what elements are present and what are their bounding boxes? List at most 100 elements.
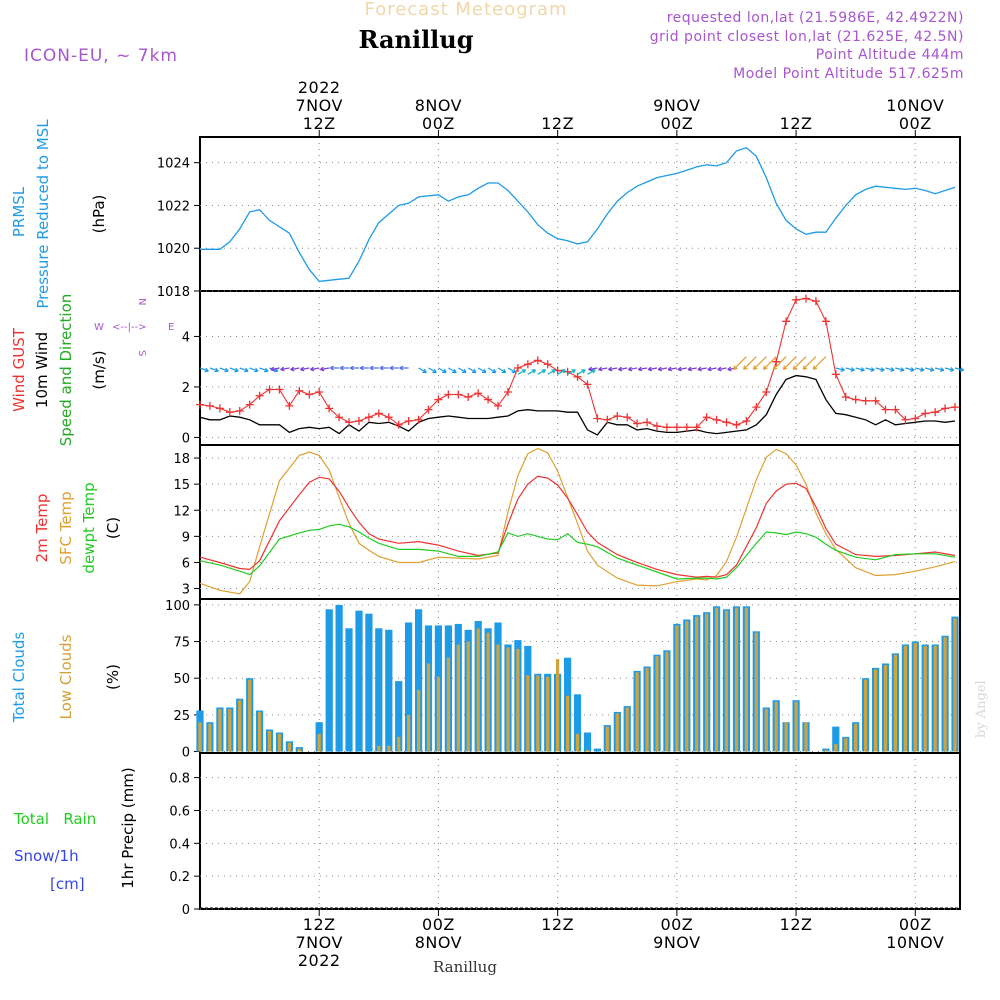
- wind-direction-arrow: [752, 356, 767, 370]
- low-cloud-bar: [486, 632, 490, 752]
- sfc-temp-line: [199, 447, 956, 595]
- low-cloud-bar: [536, 675, 540, 752]
- gust-marker: [255, 391, 264, 400]
- low-cloud-bar: [734, 607, 739, 752]
- low-cloud-bar: [516, 648, 520, 752]
- low-cloud-bar: [824, 750, 828, 752]
- wind-direction-arrow: [915, 367, 925, 372]
- wind-direction-arrow: [477, 367, 487, 374]
- pressure-ytick-1: 1020: [157, 242, 190, 257]
- gust-marker: [235, 406, 244, 415]
- gust-marker: [434, 395, 443, 404]
- wind-label-2: 10m Wind: [33, 332, 51, 408]
- wind-direction-arrow: [895, 367, 905, 372]
- pressure-label-3: (hPa): [90, 195, 108, 234]
- low-cloud-bar: [705, 613, 709, 752]
- low-cloud-bar: [228, 709, 232, 752]
- wind-ytick-0: 0: [182, 431, 190, 446]
- gust-marker: [702, 413, 711, 422]
- wind-direction-arrow: [507, 367, 517, 374]
- compass-n: N: [136, 298, 147, 305]
- gust-marker: [782, 317, 791, 326]
- wind-direction-arrow: [935, 367, 945, 372]
- gust-marker: [603, 415, 612, 424]
- gust-marker: [613, 411, 622, 420]
- gust-marker: [762, 387, 771, 396]
- wind-direction-arrow: [772, 356, 787, 370]
- low-cloud-bar: [248, 679, 252, 752]
- wind-direction-arrow: [339, 365, 349, 371]
- compass-w: W: [94, 322, 104, 333]
- gust-marker: [523, 360, 532, 369]
- wind-direction-arrow: [835, 367, 845, 372]
- low-cloud-bar: [605, 726, 609, 752]
- gust-marker: [881, 405, 890, 414]
- wind-direction-arrow: [687, 366, 697, 372]
- wind-direction-arrow: [697, 366, 707, 372]
- wind-direction-arrow: [557, 369, 566, 375]
- temp-label-1: 2m Temp: [33, 494, 51, 563]
- top-time-label: 7NOV: [296, 96, 343, 115]
- wind-direction-arrow: [310, 366, 320, 372]
- wind-direction-arrow: [637, 366, 648, 372]
- wind-direction-arrow: [812, 356, 827, 370]
- low-cloud-bar: [675, 625, 679, 752]
- gust-marker: [315, 387, 324, 396]
- clouds-ytick-2: 50: [173, 672, 190, 687]
- gust-marker: [871, 396, 880, 405]
- pressure-ytick-0: 1018: [157, 285, 190, 300]
- wind-direction-arrow: [199, 367, 209, 373]
- total-cloud-bar: [325, 609, 333, 752]
- wind-direction-arrow: [717, 366, 727, 372]
- snow-unit-label: [cm]: [50, 875, 85, 893]
- wind-direction-arrow: [588, 366, 598, 372]
- wind-direction-arrow: [379, 365, 389, 371]
- requested-coords: requested lon,lat (21.5986E, 42.4922N): [667, 10, 964, 26]
- low-cloud-bar: [854, 723, 858, 752]
- wind-direction-arrow: [487, 367, 497, 374]
- low-cloud-bar: [377, 745, 381, 752]
- gust-marker: [821, 317, 830, 326]
- low-cloud-bar: [724, 610, 729, 752]
- low-cloud-bar: [317, 733, 321, 752]
- low-cloud-bar: [277, 733, 282, 752]
- wind-label-3: Speed and Direction: [57, 294, 75, 447]
- gust-marker: [583, 380, 592, 389]
- gust-marker: [335, 413, 344, 422]
- gust-marker: [494, 401, 503, 410]
- low-cloud-bar: [844, 738, 848, 752]
- top-time-label: 00Z: [899, 114, 932, 133]
- low-cloud-bar: [476, 628, 480, 752]
- gust-marker: [593, 414, 602, 423]
- temp-ytick-2: 9: [182, 530, 190, 545]
- gust-marker: [364, 413, 373, 422]
- wind-direction-arrow: [954, 367, 965, 372]
- total-cloud-bar: [832, 726, 840, 752]
- temp-ytick-5: 18: [173, 452, 190, 467]
- cloud-label-2: Low Clouds: [57, 634, 75, 719]
- gust-marker: [285, 401, 294, 410]
- gust-marker: [265, 385, 274, 394]
- gust-marker: [404, 417, 413, 426]
- wind-direction-arrow: [657, 366, 668, 372]
- gust-marker: [951, 403, 960, 412]
- low-cloud-bar: [943, 637, 947, 752]
- wind-direction-arrow: [280, 366, 290, 372]
- precip-ytick-1: 0.2: [169, 870, 190, 885]
- gust-marker: [513, 364, 522, 372]
- low-cloud-bar: [903, 645, 907, 752]
- temp-ytick-1: 6: [182, 556, 190, 571]
- bottom-time-label: 9NOV: [653, 933, 700, 952]
- precip-axis-label: 1hr Precip (mm): [119, 767, 137, 888]
- low-cloud-bar: [804, 722, 808, 752]
- wind-direction-arrow: [707, 366, 717, 372]
- wind-direction-arrow: [944, 367, 955, 372]
- wind-direction-arrow: [319, 366, 330, 372]
- gust-marker: [861, 396, 870, 405]
- gust-marker: [841, 393, 850, 402]
- compass-h: <--|-->: [112, 322, 147, 333]
- low-cloud-bar: [575, 733, 580, 752]
- low-cloud-bar: [397, 736, 401, 752]
- low-cloud-bar: [953, 618, 957, 752]
